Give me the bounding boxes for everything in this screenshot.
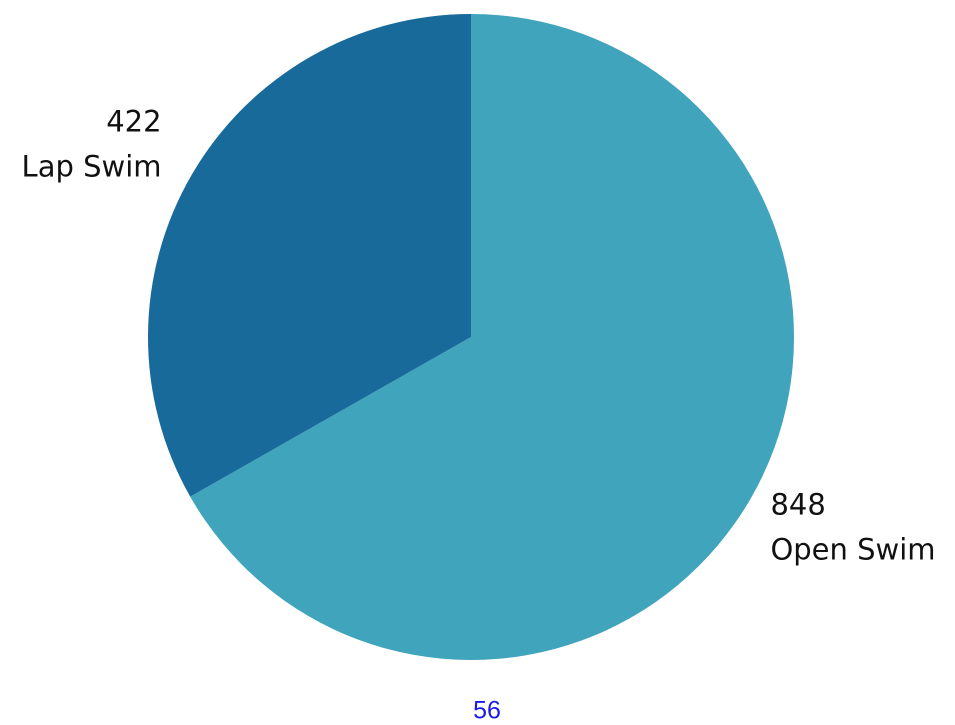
- annotation: 56: [473, 697, 501, 725]
- slice-value-label: 848: [770, 488, 825, 522]
- slice-category-label: Open Swim: [770, 533, 935, 567]
- pie-slice: [148, 14, 472, 497]
- slice-value-label: 422: [106, 104, 161, 138]
- slice-category-label: Lap Swim: [22, 149, 162, 183]
- pie-slice: [190, 14, 795, 661]
